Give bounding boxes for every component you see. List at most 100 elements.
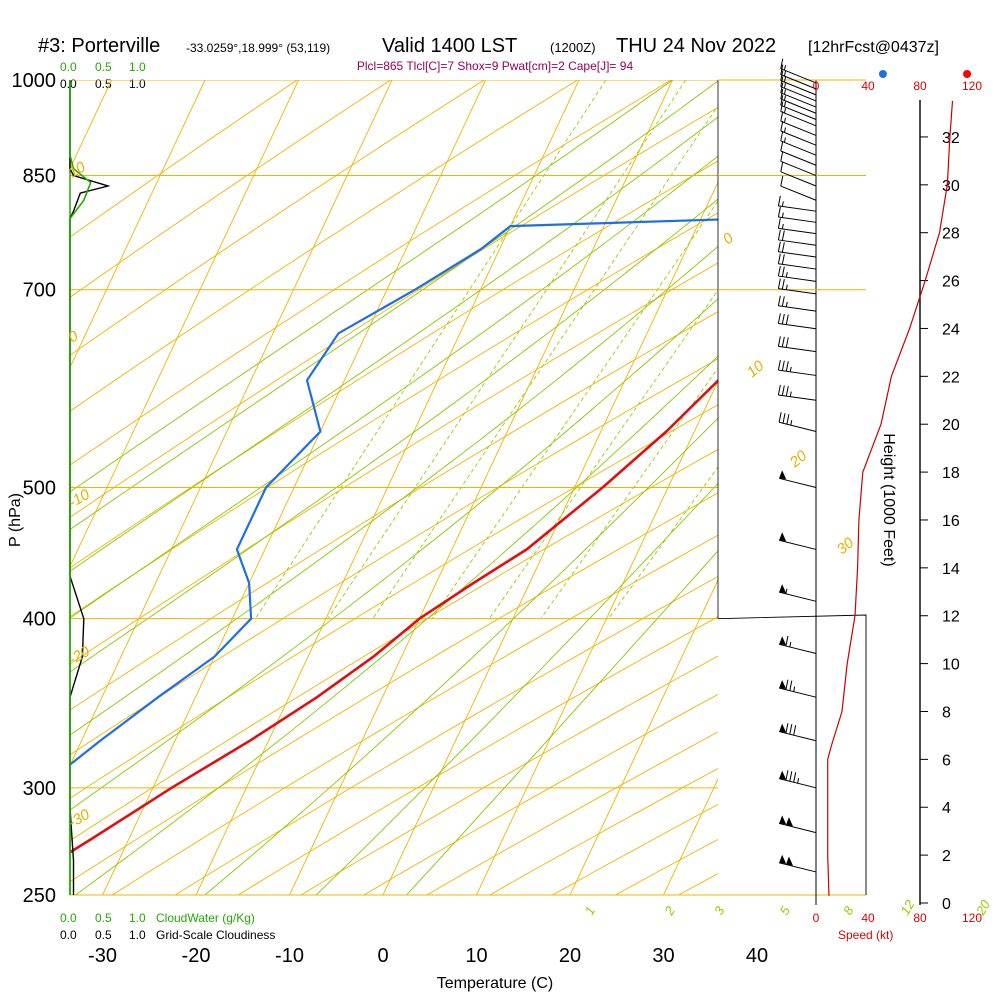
cloudiness-tick-bottom-1: 0.5 xyxy=(95,928,112,942)
moist-adiabat xyxy=(70,245,718,736)
wind-barb-flag xyxy=(780,101,784,112)
dry-adiabat xyxy=(363,693,718,895)
wind-barb-half-flag xyxy=(781,201,784,207)
wind-barb-half-flag xyxy=(781,223,784,230)
wind-barb-flag xyxy=(780,76,784,87)
height-tick-label: 14 xyxy=(942,561,960,578)
wind-barb-staff xyxy=(780,98,817,114)
height-tick-label: 0 xyxy=(942,896,951,913)
wind-barb-staff xyxy=(778,369,817,376)
wind-barb-flag xyxy=(777,206,781,218)
wind-barb-flag xyxy=(785,314,789,325)
moist-adiabat xyxy=(204,417,718,895)
wind-barb-staff xyxy=(780,80,817,96)
dry-adiabat xyxy=(70,80,485,356)
temperature-tick-label: 0 xyxy=(377,945,388,967)
moist-adiabat xyxy=(406,550,718,895)
dry-adiabat xyxy=(70,80,391,298)
wind-barb-flag xyxy=(780,70,784,81)
wind-barb xyxy=(779,770,817,789)
cloud-water-tick-bottom-0: 0.0 xyxy=(60,911,77,925)
height-tick-label: 18 xyxy=(942,465,960,482)
station-title: #3: Porterville xyxy=(38,35,160,57)
wind-barb-pennant xyxy=(779,723,787,733)
wind-barb-staff xyxy=(779,862,817,873)
cloud-scale-top: 0.0 0.5 1.0 0.0 0.5 1.0 xyxy=(60,60,146,91)
wind-barb-flag xyxy=(777,218,781,229)
wind-barb xyxy=(780,101,817,127)
height-tick-label: 32 xyxy=(942,130,960,147)
wind-barb xyxy=(777,229,817,246)
pressure-tick-label: 300 xyxy=(23,778,56,800)
moist-adiabat xyxy=(315,482,718,895)
wind-barb xyxy=(780,95,817,120)
wind-barb-staff xyxy=(779,539,817,550)
wind-barb-half-flag xyxy=(783,137,786,143)
wind-barb-flag xyxy=(780,58,784,69)
dry-adiabat xyxy=(237,616,718,895)
pressure-tick-label: 500 xyxy=(23,478,56,500)
wind-barb-flag xyxy=(778,412,782,423)
wind-barb-flag xyxy=(780,88,784,100)
isotherm-line xyxy=(851,80,1000,895)
wind-barb-staff xyxy=(780,171,817,187)
height-tick-label: 12 xyxy=(942,609,960,626)
wind-barb xyxy=(777,360,817,376)
dry-adiabat xyxy=(70,80,672,466)
wind-barb-staff xyxy=(780,150,817,166)
wind-barb-staff xyxy=(780,160,817,177)
moist-adiabat xyxy=(70,80,718,531)
station-coords: -33.0259°,18.999° (53,119) xyxy=(186,41,330,55)
pressure-tick-label: 700 xyxy=(23,280,56,302)
wind-barb-half-flag xyxy=(783,65,786,71)
dry-adiabat xyxy=(70,160,718,569)
height-tick-label: 10 xyxy=(942,657,960,674)
wind-barb-pennant xyxy=(779,636,787,646)
temperature-tick-label: 40 xyxy=(746,945,768,967)
dry-adiabat xyxy=(70,262,718,665)
stability-indices: Plcl=865 Tlcl[C]=7 Shox=9 Pwat[cm]=2 Cap… xyxy=(357,59,634,73)
wind-barb-staff xyxy=(778,251,817,258)
wind-barb xyxy=(777,253,817,270)
cloud-water-tick-bottom-1: 0.5 xyxy=(95,911,112,925)
plot-clipped xyxy=(70,80,1000,895)
wind-barb-flag xyxy=(777,278,781,289)
wind-barb-flag xyxy=(777,195,781,206)
isotherm-label: 10 xyxy=(66,158,90,181)
wind-barb xyxy=(780,76,817,102)
dry-adiabat xyxy=(111,534,718,895)
wind-barb-flag xyxy=(777,360,781,371)
wind-barb-staff xyxy=(780,111,817,127)
temperature-tick-label: 20 xyxy=(559,945,581,967)
dry-adiabat xyxy=(300,655,718,895)
wind-barb-staff xyxy=(778,345,817,353)
wind-barb-staff xyxy=(779,477,817,488)
height-axis-title: Height (1000 Feet) xyxy=(880,433,897,566)
cloud-water-label: CloudWater (g/Kg) xyxy=(156,911,255,925)
moist-adiabat xyxy=(70,198,718,673)
surface-temp-dot xyxy=(963,70,972,78)
mixing-ratio-label: 20 xyxy=(972,897,993,919)
wind-barb xyxy=(779,635,817,654)
mixing-ratio-label: 5 xyxy=(776,903,793,917)
panel-boundary xyxy=(717,614,867,895)
wind-barb-flag xyxy=(785,770,789,781)
cloud-water-profile xyxy=(69,80,92,895)
wind-barb-staff xyxy=(779,421,817,432)
wind-barb-staff xyxy=(779,687,817,698)
temperature-tick-label: -10 xyxy=(275,945,304,967)
wind-barb-pennant xyxy=(779,470,787,480)
wind-barb-flag xyxy=(786,414,790,425)
wind-barb-half-flag xyxy=(785,588,788,594)
wind-barb-flag xyxy=(785,337,789,348)
speed-tick-bottom: 120 xyxy=(962,911,982,925)
wind-barb-flag xyxy=(781,360,785,371)
wind-barb xyxy=(780,161,817,187)
wind-barb-half-flag xyxy=(783,107,786,114)
wind-barb-flag xyxy=(781,230,785,241)
wind-barb-pennant xyxy=(785,817,793,827)
wind-barb-flag xyxy=(777,241,781,252)
wind-barb-half-flag xyxy=(785,272,788,278)
cloudiness-label: Grid-Scale Cloudiness xyxy=(156,928,275,942)
